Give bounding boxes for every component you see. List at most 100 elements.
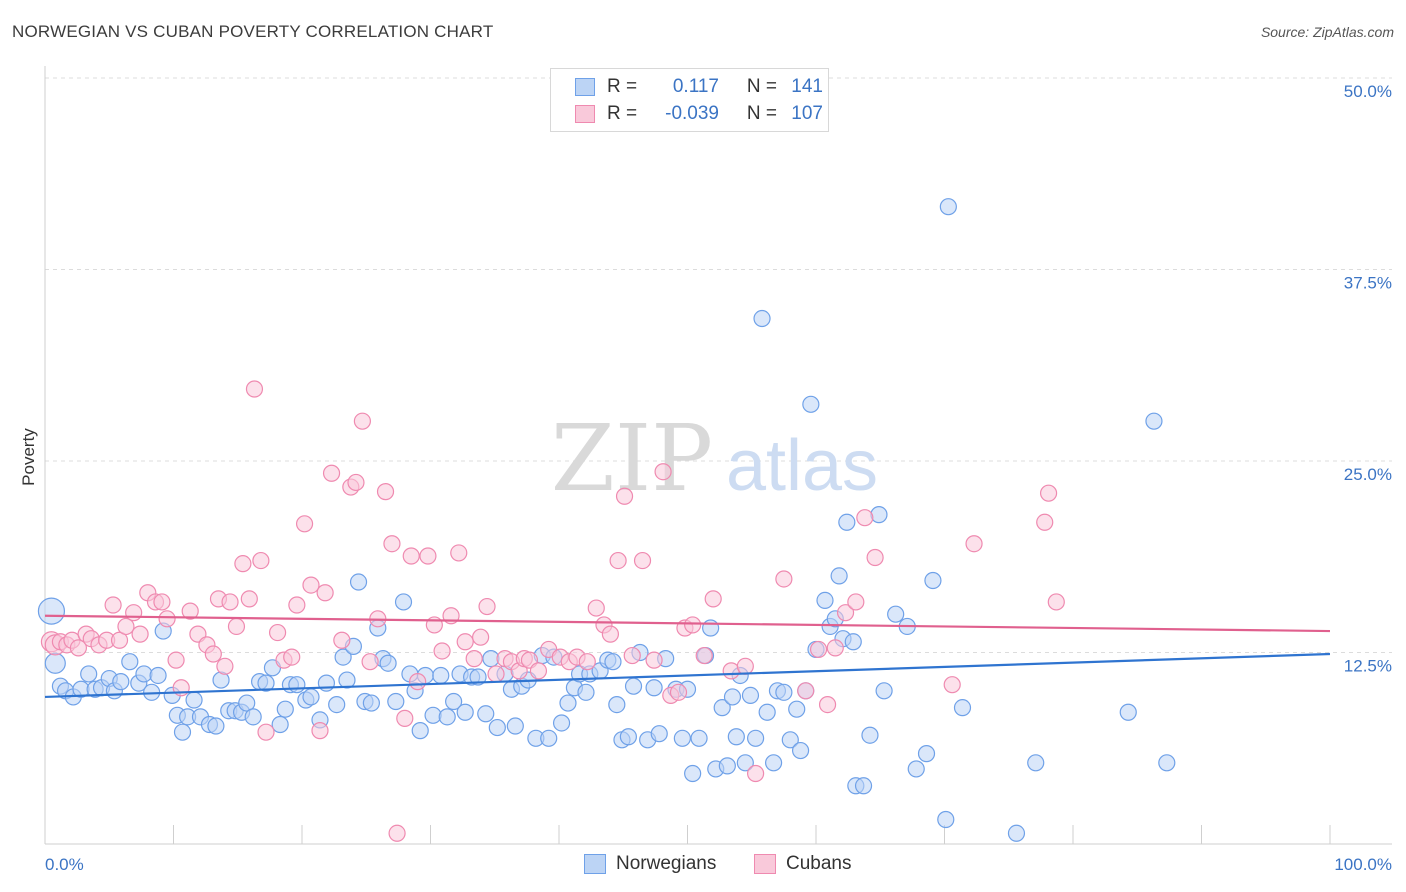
grid-lines	[45, 77, 1392, 653]
norwegian-point	[244, 708, 262, 726]
norwegian-point	[271, 715, 289, 734]
cuban-point	[383, 535, 401, 553]
norwegian-point	[559, 694, 577, 712]
norwegian-point	[939, 198, 957, 216]
norwegian-point	[1158, 754, 1176, 772]
norwegian-point	[645, 679, 663, 697]
watermark-atlas: atlas	[726, 426, 878, 506]
legend-swatch-pink	[575, 105, 595, 123]
norwegian-point	[37, 597, 66, 625]
norwegian-point	[80, 665, 98, 683]
cuban-point	[601, 625, 620, 643]
norwegian-point	[604, 653, 622, 671]
cuban-point	[167, 651, 185, 669]
norwegian-point	[379, 654, 397, 672]
cuban-point	[775, 570, 793, 588]
axis-labels: 12.5% 25.0% 37.5% 50.0% 0.0% 100.0%	[45, 82, 1392, 874]
norwegian-point	[445, 692, 463, 711]
cuban-point	[234, 555, 252, 573]
cuban-point	[623, 646, 641, 665]
cuban-point	[295, 515, 314, 533]
trend-lines	[44, 614, 1331, 699]
legend-r-value: 0.117	[672, 76, 719, 97]
bottom-legend-cubans: Cubans	[754, 852, 852, 876]
legend-r-label: R =	[607, 103, 638, 124]
norwegian-point	[1027, 754, 1045, 772]
cuban-point	[465, 650, 483, 668]
cuban-point	[69, 639, 88, 657]
cuban-point	[654, 463, 672, 481]
cuban-point	[353, 412, 371, 430]
cuban-point	[826, 639, 844, 657]
norwegian-point	[577, 683, 595, 701]
legend-n-value: 107	[791, 103, 823, 124]
bottom-legend-cubans-label: Cubans	[786, 853, 852, 874]
bottom-swatch-pink	[754, 854, 776, 874]
cuban-point	[240, 590, 258, 608]
norwegian-point	[469, 668, 487, 686]
norwegian-point	[775, 683, 793, 701]
y-tick-label: 25.0%	[1344, 465, 1392, 484]
norwegian-point	[506, 717, 524, 735]
cuban-point	[747, 764, 765, 783]
norwegian-point	[362, 694, 380, 712]
chart-title: NORWEGIAN VS CUBAN POVERTY CORRELATION C…	[12, 22, 494, 41]
cuban-point	[456, 633, 474, 651]
norwegian-point	[456, 703, 474, 721]
norwegian-point	[552, 714, 571, 732]
norwegian-point	[723, 688, 742, 706]
cuban-point	[943, 676, 961, 694]
cuban-point	[818, 695, 837, 714]
norwegian-point	[238, 694, 256, 712]
norwegian-point	[673, 729, 691, 747]
cuban-point	[181, 602, 199, 620]
cuban-point	[615, 487, 634, 505]
cuban-point	[257, 723, 275, 741]
cuban-point	[333, 631, 351, 649]
norwegian-point	[713, 699, 731, 717]
cuban-point	[283, 648, 301, 666]
norwegian-point	[861, 726, 879, 744]
norwegian-point	[753, 309, 771, 328]
norwegian-point	[781, 731, 799, 749]
norwegian-point	[887, 605, 905, 623]
norwegian-point	[488, 718, 506, 737]
cuban-point	[809, 640, 828, 659]
cuban-point	[866, 548, 884, 567]
norwegian-point	[349, 573, 368, 591]
legend-n-label: N =	[746, 76, 777, 97]
cuban-point	[409, 673, 427, 691]
norwegian-point	[619, 728, 637, 746]
cuban-point	[695, 646, 713, 665]
cuban-point	[125, 604, 143, 622]
cuban-point	[472, 628, 490, 646]
x-tick-label: 100.0%	[1334, 855, 1392, 874]
norwegian-point	[173, 723, 192, 741]
norwegian-point	[624, 677, 643, 695]
norwegian-point	[1145, 412, 1163, 430]
norwegian-point	[121, 653, 139, 671]
cuban-point	[245, 380, 264, 398]
norwegian-point	[937, 810, 955, 829]
cuban-point	[376, 483, 395, 501]
cuban-point	[268, 623, 287, 642]
legend-swatch-blue	[575, 78, 595, 96]
cuban-point	[1039, 484, 1058, 502]
norwegian-point	[747, 729, 765, 747]
norwegian-point	[870, 506, 888, 524]
norwegian-point	[907, 760, 925, 778]
legend-n-value: 141	[791, 76, 823, 97]
source-label: Source: ZipAtlas.com	[1260, 24, 1394, 40]
cuban-point	[388, 824, 406, 842]
norwegian-point	[727, 728, 745, 746]
norwegian-point	[328, 695, 346, 714]
cuban-point	[221, 593, 239, 611]
norwegian-point	[917, 745, 936, 763]
cuban-point	[104, 596, 122, 614]
legend-n-label: N =	[746, 103, 777, 124]
norwegian-point	[112, 673, 130, 691]
cuban-point	[847, 593, 865, 611]
cuban-point	[645, 651, 663, 669]
norwegian-point	[838, 513, 856, 531]
